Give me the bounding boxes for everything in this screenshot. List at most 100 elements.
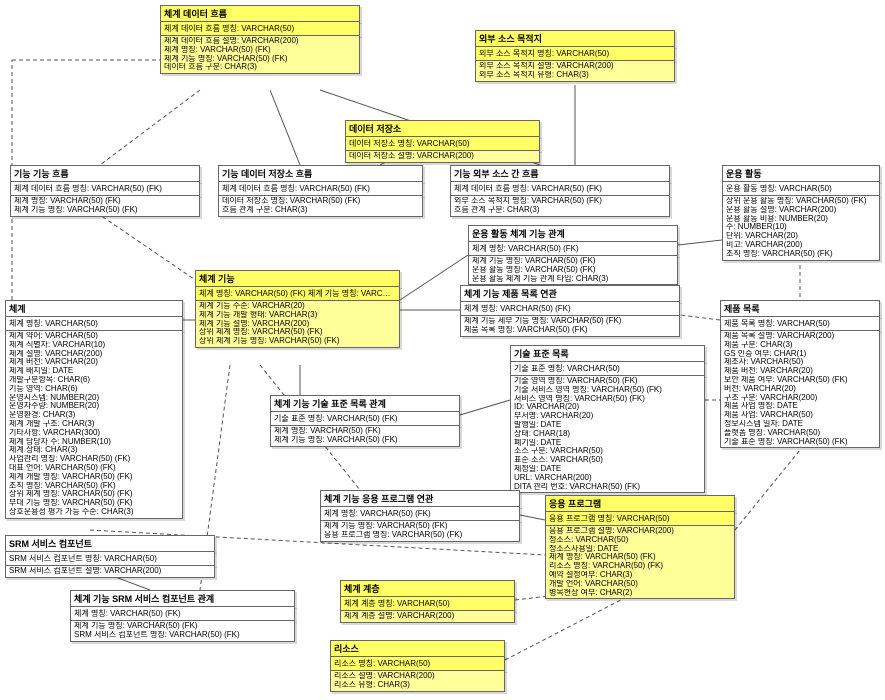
entity-title: 체계 [5, 300, 183, 317]
entity-attr-row: URL: VARCHAR(200) [514, 474, 701, 483]
entity-attr-row: GS 인증 여부: CHAR(1) [724, 350, 876, 359]
entity-pk: 체계 계층 명칭: VARCHAR(50) [340, 596, 515, 611]
entity-attr-row: 기능 영역: CHAR(6) [9, 385, 179, 394]
entity-pk: 제품 목록 명칭: VARCHAR(50) [720, 316, 880, 331]
entity-attr-row: 체계 기능 세부 기능 명칭: VARCHAR(50) (FK) [464, 317, 676, 326]
entity-attr-row: 체계 개발 명칭: VARCHAR(50) (FK) [9, 473, 179, 482]
entity-resource: 리소스리소스 명칭: VARCHAR(50)리소스 설명: VARCHAR(20… [330, 640, 505, 692]
entity-attr-row: 제품 사업 명칭: DATE [724, 402, 876, 411]
entity-ext_src_dest: 외부 소스 목적지외부 소스 목적지 명칭: VARCHAR(50)외부 소스 … [475, 30, 675, 82]
entity-attr-row: 병목현상 여부: CHAR(2) [549, 589, 731, 598]
entity-attr-row: 예약 설정여부: CHAR(3) [549, 571, 731, 580]
entity-attr-row: 구조 구분: VARCHAR(200) [724, 394, 876, 403]
entity-attr-row: 체계 기능 명칭: VARCHAR(50) (FK) [164, 55, 356, 64]
entity-attrs: 체계 명칭: VARCHAR(50) (FK)체계 기능 명칭: VARCHAR… [10, 195, 200, 217]
entity-attrs: 체계 기능 명칭: VARCHAR(50) (FK)SRM 서비스 컴포넌트 명… [70, 620, 295, 642]
entity-attr-row: 체계 담당자 수: NUMBER(10) [9, 438, 179, 447]
entity-func_ds_flow: 기능 데이터 저장소 흐름체계 데이터 흐름 명칭: VARCHAR(50) (… [218, 165, 423, 217]
entity-pk: 체계 데이터 흐름 명칭: VARCHAR(50) [160, 21, 360, 36]
entity-title: 기능 외부 소스 간 흐름 [450, 165, 670, 182]
entity-attr-row: 데이터 흐름 구분: CHAR(3) [164, 63, 356, 72]
entity-attr-row: 상위 운용 활동 명칭: VARCHAR(50) (FK) [726, 197, 876, 206]
entity-attr-row: 체계 기능 명칭: VARCHAR(50) (FK) [274, 436, 456, 445]
entity-attrs: SRM 서비스 컴포넌트 설명: VARCHAR(200) [5, 565, 215, 578]
entity-attr-row: 응용 프로그램 명칭: VARCHAR(50) (FK) [324, 531, 516, 540]
entity-pk: 체계 명칭: VARCHAR(50) [5, 316, 183, 331]
entity-title: SRM 서비스 컴포넌트 [5, 535, 215, 552]
entity-data_store: 데이터 저장소데이터 저장소 명칭: VARCHAR(50)데이터 저장소 설명… [345, 120, 540, 163]
entity-sys_func_ts: 체계 기능 기술 표준 목록 관계기술 표준 명칭: VARCHAR(50) (… [270, 395, 460, 447]
entity-attr-row: 정소스사용일: DATE [549, 545, 731, 554]
entity-attr-row: 체계 명칭: VARCHAR(50) (FK) [164, 46, 356, 55]
entity-sys_data_flow: 체계 데이터 흐름체계 데이터 흐름 명칭: VARCHAR(50)체계 데이터… [160, 5, 360, 74]
entity-attrs: 데이터 저장소 명칭: VARCHAR(50) (FK)흐름 관계 구분: CH… [218, 195, 423, 217]
entity-title: 기술 표준 목록 [510, 345, 705, 362]
entity-pk: 운용 활동 명칭: VARCHAR(50) [722, 181, 880, 196]
entity-pk: 체계 명칭: VARCHAR(50) (FK) [460, 301, 680, 316]
entity-attr-row: 상호운용성 평가 가능 수준: CHAR(3) [9, 508, 179, 517]
entity-attr-row: 제정일: DATE [514, 465, 701, 474]
entity-attr-row: 운용 활동 체계 기능 관계 타입: CHAR(3) [472, 275, 674, 284]
entity-attr-row: 대표 언어: VARCHAR(50) (FK) [9, 464, 179, 473]
entity-pk: 데이터 저장소 명칭: VARCHAR(50) [345, 136, 540, 151]
entity-title: 데이터 저장소 [345, 120, 540, 137]
entity-attr-row: 운용 활동 설명: VARCHAR(200) [726, 206, 876, 215]
entity-sys_func: 체계 기능체계 명칭: VARCHAR(50) (FK) 체계 기능 명칭: V… [195, 270, 400, 348]
entity-title: 기능 데이터 저장소 흐름 [218, 165, 423, 182]
entity-title: 응용 프로그램 [545, 495, 735, 512]
entity-attr-row: 체계 기능 개발 형태: VARCHAR(3) [199, 311, 396, 320]
entity-attr-row: 체계 명칭: VARCHAR(50) (FK) [549, 553, 731, 562]
entity-attr-row: 리소스 유형: CHAR(3) [334, 681, 501, 690]
entity-attr-row: 단위: VARCHAR(20) [726, 232, 876, 241]
entity-attr-row: 운영환경: CHAR(3) [9, 411, 179, 420]
erd-canvas: 체계 데이터 흐름체계 데이터 흐름 명칭: VARCHAR(50)체계 데이터… [0, 0, 885, 700]
entity-pk: SRM 서비스 컴포넌트 명칭: VARCHAR(50) [5, 551, 215, 566]
entity-attr-row: SRM 서비스 컴포넌트 설명: VARCHAR(200) [9, 567, 211, 576]
entity-attr-row: 상태: CHAR(18) [514, 430, 701, 439]
entity-attr-row: 사업관리 명칭: VARCHAR(50) (FK) [9, 455, 179, 464]
entity-sys_func_app: 체계 기능 응용 프로그램 연관체계 명칭: VARCHAR(50) (FK)체… [320, 490, 520, 542]
entity-pk: 기술 표준 명칭: VARCHAR(50) [510, 361, 705, 376]
entity-attrs: 체계 약어: VARCHAR(50)체계 식별자: VARCHAR(10) 체계 … [5, 330, 183, 519]
entity-attr-row: 부서명: VARCHAR(20) [514, 412, 701, 421]
entity-title: 체계 계층 [340, 580, 515, 597]
entity-attr-row: 발행일: DATE [514, 421, 701, 430]
entity-attr-row: 제품 구분: CHAR(3) [724, 341, 876, 350]
entity-attr-row: 체계 개발 구조: CHAR(3) [9, 420, 179, 429]
entity-title: 체계 기능 제품 목록 연관 [460, 285, 680, 302]
entity-pk: 리소스 명칭: VARCHAR(50) [330, 656, 505, 671]
entity-attr-row: 수: NUMBER(10) [726, 223, 876, 232]
entity-attr-row: 상위 체계 기능 명칭: VARCHAR(50) (FK) [199, 337, 396, 346]
entity-attr-row: 조직 명칭: VARCHAR(50) (FK) [9, 482, 179, 491]
entity-attrs: 체계 기능 수준: VARCHAR(20)체계 기능 개발 형태: VARCHA… [195, 300, 400, 348]
entity-attr-row: 표준 소스: VARCHAR(50) [514, 456, 701, 465]
entity-func_flow: 기능 기능 흐름체계 데이터 흐름 명칭: VARCHAR(50) (FK)체계… [10, 165, 200, 217]
entity-pk: 체계 데이터 흐름 명칭: VARCHAR(50) (FK) [450, 181, 670, 196]
entity-attr-row: 기술 표준 명칭: VARCHAR(50) (FK) [724, 438, 876, 447]
entity-title: 체계 기능 기술 표준 목록 관계 [270, 395, 460, 412]
entity-attr-row: 체계 식별자: VARCHAR(10) [9, 341, 179, 350]
entity-pk: 체계 데이터 흐름 명칭: VARCHAR(50) (FK) [10, 181, 200, 196]
entity-attr-row: 버전: VARCHAR(20) [724, 385, 876, 394]
entity-attrs: 외부 소스 목적지 명칭: VARCHAR(50) (FK)흐름 관계 구분: … [450, 195, 670, 217]
entity-attr-row: ID: VARCHAR(20) [514, 403, 701, 412]
entity-attr-row: 체계 약어: VARCHAR(50) [9, 332, 179, 341]
entity-attr-row: 운영시스템: NUMBER(20) [9, 394, 179, 403]
entity-pk: 체계 명칭: VARCHAR(50) (FK) [320, 506, 520, 521]
entity-product_list: 제품 목록제품 목록 명칭: VARCHAR(50)제품 목록 설명: VARC… [720, 300, 880, 448]
entity-title: 체계 기능 [195, 270, 400, 287]
entity-title: 외부 소스 목적지 [475, 30, 675, 47]
entity-attr-row: 체계 기능 수준: VARCHAR(20) [199, 302, 396, 311]
entity-title: 운용 활동 [722, 165, 880, 182]
entity-attr-row: 데이터 저장소 설명: VARCHAR(200) [349, 152, 536, 161]
entity-attrs: 데이터 저장소 설명: VARCHAR(200) [345, 150, 540, 163]
entity-attr-row: 체계 기능 설명: VARCHAR(200) [199, 320, 396, 329]
entity-attr-row: 비고: VARCHAR(200) [726, 241, 876, 250]
entity-attr-row: 외부 소스 목적지 설명: VARCHAR(200) [479, 62, 671, 71]
entity-attr-row: 정소스: VARCHAR(50) [549, 536, 731, 545]
entity-attr-row: 체계 명칭: VARCHAR(50) (FK) [274, 427, 456, 436]
entity-pk: 체계 명칭: VARCHAR(50) (FK) 체계 기능 명칭: VARCHA… [195, 286, 400, 301]
entity-attr-row: 조직 명칭: VARCHAR(50) (FK) [726, 250, 876, 259]
entity-title: 운용 활동 체계 기능 관계 [468, 225, 678, 242]
entity-attr-row: 체계 데이터 흐름 설명: VARCHAR(200) [164, 37, 356, 46]
